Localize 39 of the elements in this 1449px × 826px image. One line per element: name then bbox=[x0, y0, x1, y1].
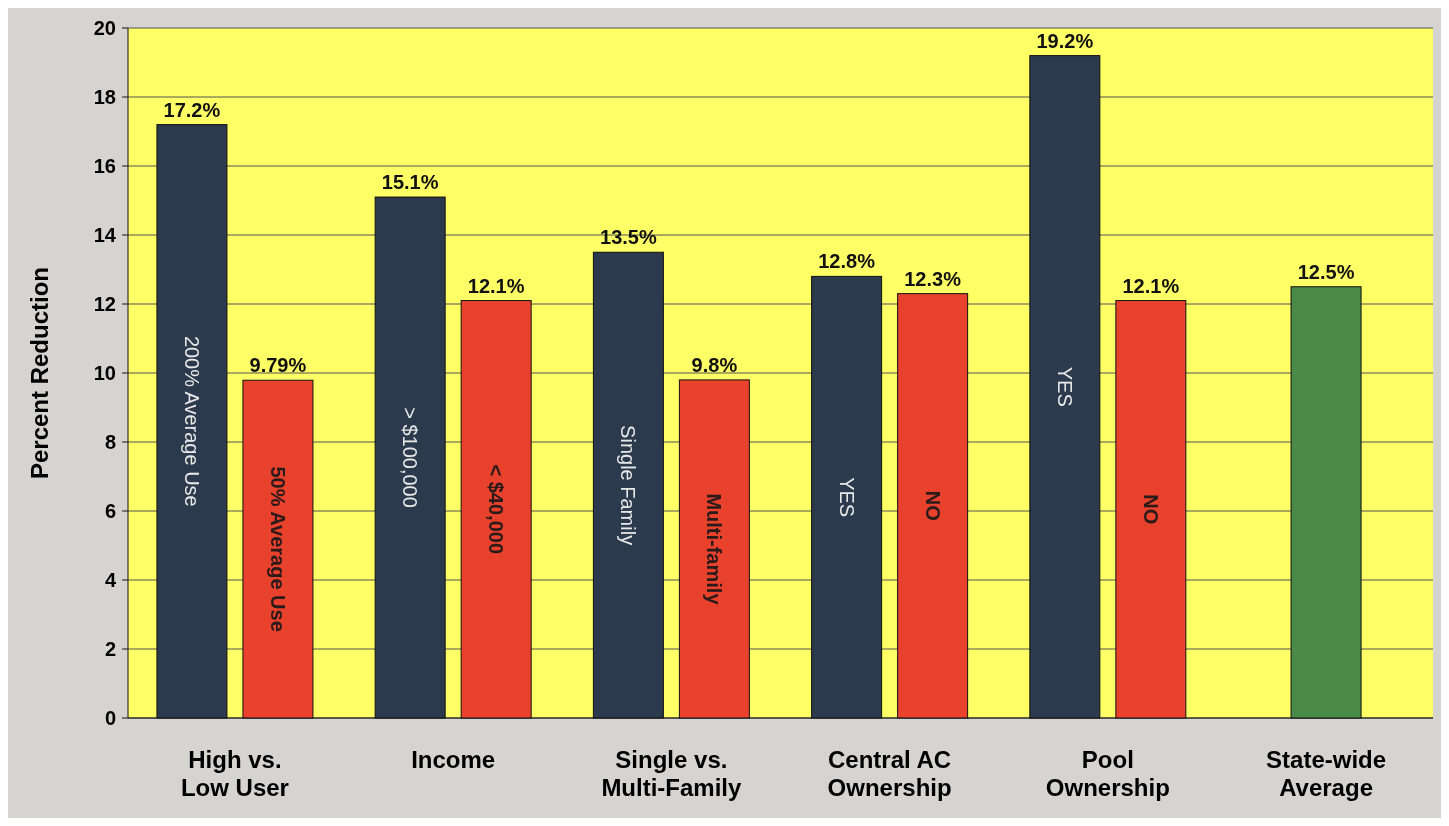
y-axis-title: Percent Reduction bbox=[26, 266, 53, 480]
annotation: NO bbox=[921, 490, 944, 521]
annotation: YES bbox=[835, 477, 858, 518]
y-tick-label: 6 bbox=[104, 500, 116, 522]
x-tick-label: Central AC Ownership bbox=[827, 746, 952, 801]
x-tick-label: Income bbox=[411, 746, 496, 773]
y-tick-label: 16 bbox=[93, 155, 116, 177]
x-tick-label: State-wide Average bbox=[1266, 746, 1387, 801]
data-label: 9.79% bbox=[249, 354, 307, 377]
annotation: YES bbox=[1053, 366, 1076, 407]
x-tick-label: Pool Ownership bbox=[1045, 746, 1170, 801]
annotation: NO bbox=[1139, 494, 1162, 525]
y-tick-label: 20 bbox=[93, 17, 116, 39]
data-label: 12.1% bbox=[1122, 274, 1180, 297]
data-label: 17.2% bbox=[163, 98, 221, 121]
data-label: 13.5% bbox=[600, 226, 657, 249]
y-tick-label: 12 bbox=[93, 293, 116, 315]
y-tick-label: 14 bbox=[93, 224, 117, 246]
y-tick-label: 2 bbox=[104, 638, 116, 660]
annotation: Single Family bbox=[617, 425, 640, 546]
annotation: Multi-family bbox=[703, 493, 726, 606]
data-label: 12.3% bbox=[904, 267, 962, 290]
y-tick-label: 8 bbox=[104, 431, 116, 453]
x-tick-label: High vs. Low User bbox=[180, 746, 289, 801]
data-label: 12.5% bbox=[1297, 260, 1355, 283]
x-tick-label: Single vs. Multi-Family bbox=[601, 746, 743, 801]
annotation: 50% Average Use bbox=[266, 466, 289, 632]
data-label: 15.1% bbox=[381, 171, 439, 194]
annotation: < $40,000 bbox=[485, 464, 508, 555]
data-label: 12.8% bbox=[818, 250, 876, 273]
y-tick-label: 4 bbox=[104, 569, 117, 591]
data-label: 9.8% bbox=[691, 353, 738, 376]
data-label: 19.2% bbox=[1036, 29, 1094, 52]
data-label: 12.1% bbox=[467, 274, 525, 297]
y-tick-label: 0 bbox=[104, 707, 116, 729]
annotation: 200% Average Use bbox=[180, 335, 203, 507]
y-tick-label: 18 bbox=[93, 86, 116, 108]
annotation: > $100,000 bbox=[399, 407, 422, 508]
y-tick-label: 10 bbox=[93, 362, 116, 384]
